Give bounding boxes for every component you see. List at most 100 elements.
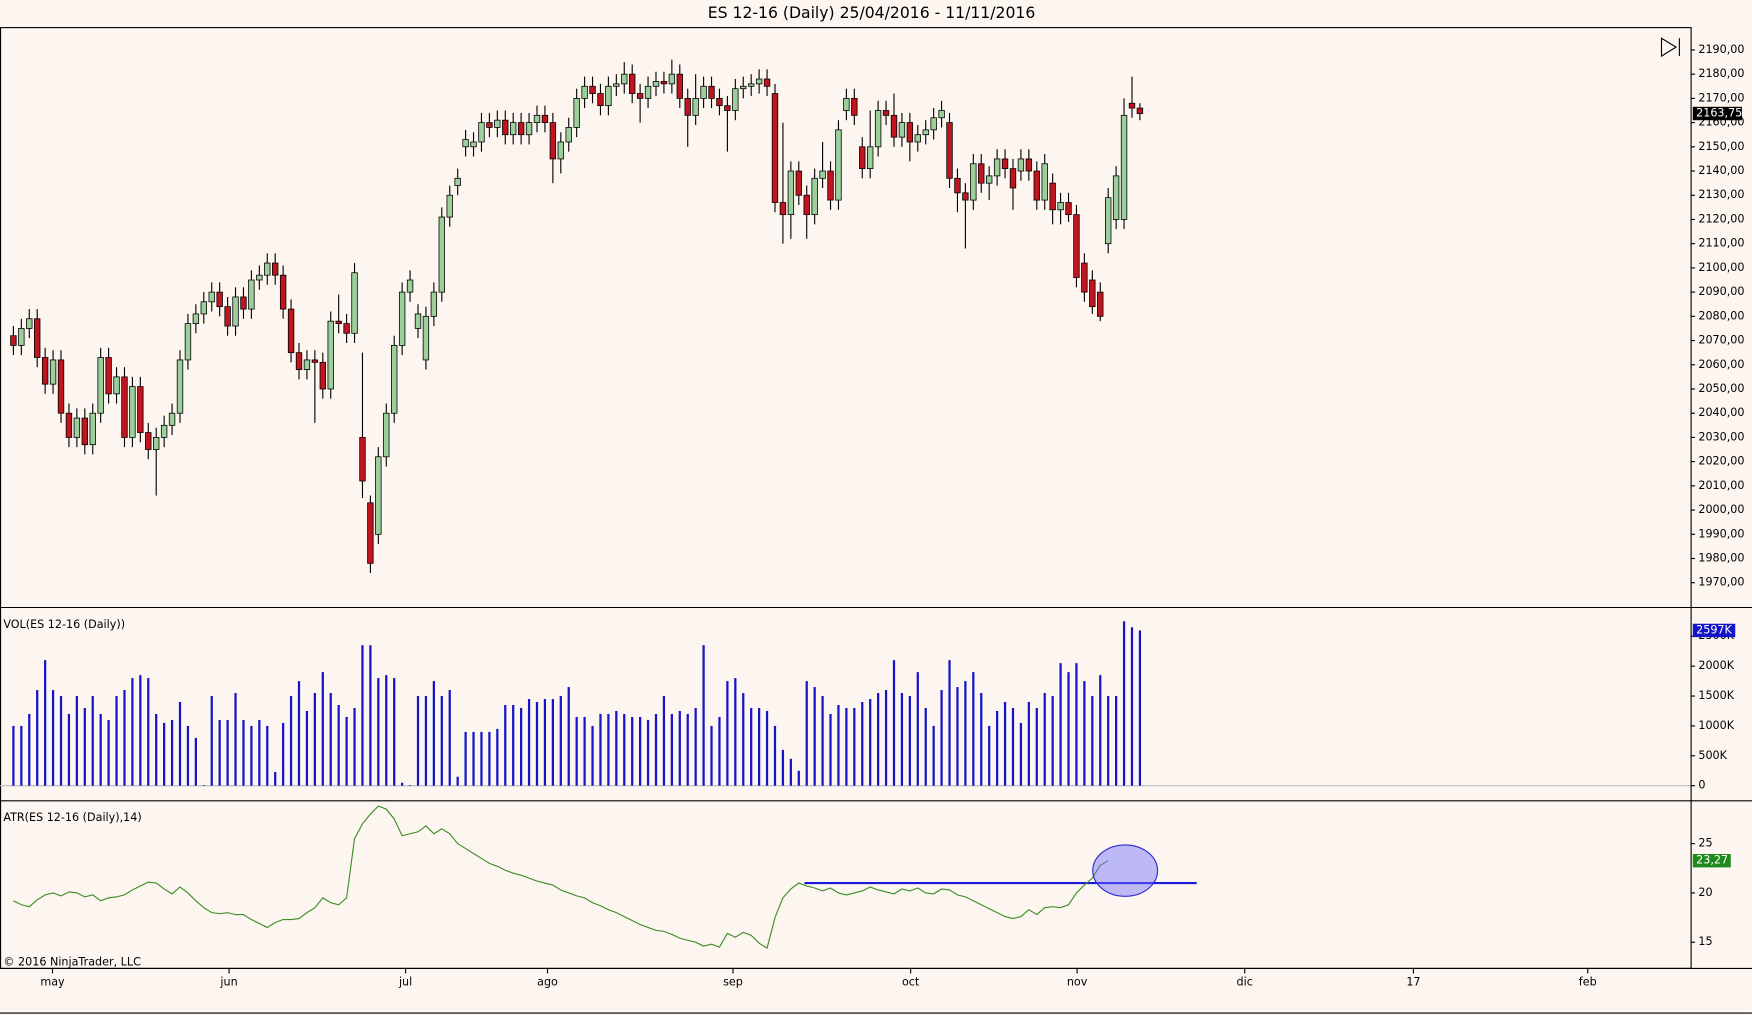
volume-bar [1138, 630, 1142, 786]
volume-bar [170, 719, 174, 786]
candle-body [811, 177, 818, 216]
candle-body [121, 376, 128, 438]
candle-body [256, 274, 263, 281]
candle-body [295, 352, 303, 371]
volume-bar [765, 710, 769, 786]
candle-body [510, 122, 517, 136]
scroll-end-button[interactable] [1660, 37, 1680, 58]
volume-bar [20, 725, 23, 786]
candle-body [954, 177, 961, 194]
candle-body [264, 262, 271, 276]
y-tick-label: 2170,00 [1698, 91, 1744, 104]
candle-body [1025, 158, 1033, 172]
volume-bar [845, 707, 848, 786]
volume-bar [615, 710, 618, 786]
candle-body [1065, 202, 1072, 216]
candle-body [303, 359, 311, 371]
play-icon[interactable] [1660, 37, 1678, 58]
candle-body [978, 163, 985, 184]
volume-bar [163, 722, 166, 786]
volume-bar [329, 693, 332, 786]
candle-body [581, 85, 588, 99]
candle-body [890, 114, 898, 138]
volume-bar [408, 785, 412, 786]
candle-body [359, 437, 366, 482]
candle-body [771, 93, 779, 203]
volume-bar [734, 678, 737, 786]
y-tick-label: 2060,00 [1698, 358, 1744, 371]
volume-bar [1099, 675, 1102, 786]
candle-body [311, 359, 319, 363]
volume-bar [1043, 693, 1046, 786]
candle-body [565, 127, 572, 143]
candle-body [1136, 107, 1144, 114]
candle-body [176, 359, 184, 414]
candle-body [906, 122, 914, 143]
volume-bar [139, 675, 142, 786]
candle-body [57, 359, 65, 414]
copyright: © 2016 NinjaTrader, LLC [3, 955, 141, 968]
x-tick-label: oct [902, 975, 920, 988]
y-tick-label: 1990,00 [1698, 527, 1744, 540]
y-tick-label: 2050,00 [1698, 382, 1744, 395]
volume-bar [924, 707, 927, 786]
candle-body [279, 274, 287, 310]
volume-bar [639, 716, 642, 786]
volume-bar [892, 660, 896, 786]
volume-bar [710, 725, 713, 786]
candle-body [874, 110, 882, 148]
y-tick-label: 2040,00 [1698, 406, 1744, 419]
candle-body [827, 170, 834, 201]
candle-body [414, 313, 422, 329]
candle-body [343, 323, 350, 334]
volume-bar [480, 731, 483, 786]
candle-body [882, 110, 890, 116]
volume-bar [694, 707, 697, 786]
candle-body [946, 122, 953, 179]
volume-bar [877, 693, 880, 786]
candle-body [993, 158, 1001, 177]
candle-body [605, 85, 612, 107]
candle-body [145, 432, 152, 450]
volume-bar [345, 716, 348, 786]
y-tick-label: 1980,00 [1698, 552, 1744, 565]
volume-bar [155, 713, 158, 786]
candle-body [636, 93, 644, 99]
candle-body [1073, 214, 1080, 278]
candle-body [914, 134, 921, 143]
candle-body [613, 83, 620, 87]
volume-bar [567, 687, 570, 786]
volume-bar [829, 713, 832, 786]
volume-bar [313, 693, 316, 786]
candle-body [724, 105, 731, 111]
candle-body [1001, 158, 1009, 170]
last-value-tag [1692, 106, 1742, 121]
candle-body [986, 175, 993, 184]
candle-body [160, 424, 168, 438]
candle-body [486, 122, 493, 128]
volume-bar [289, 696, 293, 786]
volume-bar [401, 782, 404, 786]
volume-bar [964, 681, 967, 786]
volume-bar [115, 696, 118, 786]
volume-bar [266, 725, 269, 786]
panel-title: ATR(ES 12-16 (Daily),14) [3, 811, 141, 824]
candle-body [398, 291, 406, 346]
candle-body [422, 315, 430, 361]
volume-bar [83, 707, 86, 786]
volume-bar [1035, 707, 1038, 786]
candle-body [367, 502, 374, 564]
volume-bar [91, 696, 94, 786]
candle-body [629, 73, 636, 94]
candle-body [787, 170, 795, 216]
candle-body [541, 114, 549, 123]
volume-bar [916, 672, 919, 786]
candle-body [851, 97, 858, 116]
volume-bar [36, 690, 39, 786]
volume-bar [956, 687, 959, 786]
volume-bar [67, 713, 71, 786]
volume-bar [535, 702, 539, 786]
candle-body [153, 437, 160, 450]
candle-body [525, 122, 533, 136]
